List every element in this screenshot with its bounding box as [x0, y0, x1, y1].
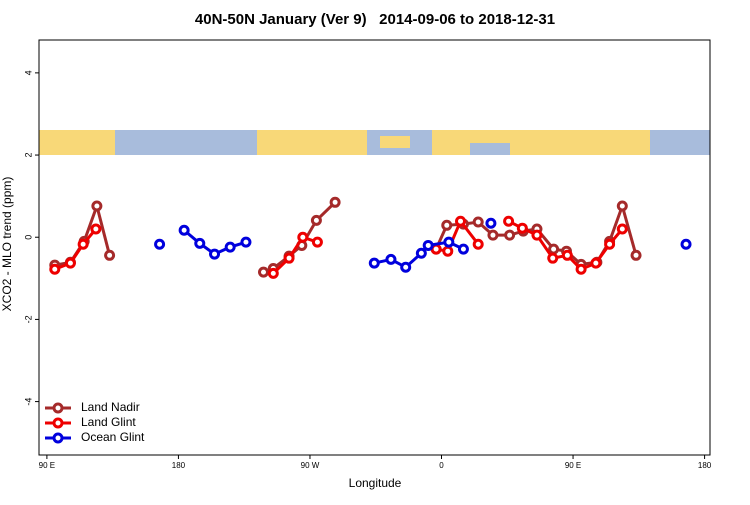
land	[257, 130, 367, 155]
point	[415, 247, 427, 259]
point	[443, 236, 455, 248]
point	[104, 249, 116, 261]
point	[442, 245, 454, 257]
point	[385, 253, 397, 265]
point	[616, 200, 628, 212]
x-axis-label: Longitude	[349, 476, 402, 490]
x-tick-label: 180	[698, 461, 712, 470]
land	[39, 130, 115, 155]
point	[329, 196, 341, 208]
point	[240, 236, 252, 248]
point	[487, 229, 499, 241]
y-tick-label: 0	[23, 235, 33, 240]
series-line	[54, 218, 624, 275]
x-tick-label: 90 E	[39, 461, 55, 470]
legend-marker	[52, 417, 64, 429]
point	[561, 249, 573, 261]
point	[310, 214, 322, 226]
point	[154, 238, 166, 250]
y-tick-label: 4	[23, 70, 33, 75]
land	[432, 130, 650, 155]
sea	[470, 143, 510, 155]
point	[91, 200, 103, 212]
point	[485, 217, 497, 229]
y-tick-label: -2	[23, 315, 33, 323]
point	[297, 231, 309, 243]
point	[503, 215, 515, 227]
point	[604, 238, 616, 250]
point	[209, 248, 221, 260]
point	[257, 266, 269, 278]
point	[311, 236, 323, 248]
x-tick-label: 90 E	[565, 461, 581, 470]
chart-title: 40N-50N January (Ver 9) 2014-09-06 to 20…	[195, 11, 555, 28]
point	[224, 241, 236, 253]
point	[90, 223, 102, 235]
plot-frame	[38, 39, 711, 456]
point	[178, 224, 190, 236]
y-tick-label: 2	[23, 153, 33, 158]
legend-label: Land Glint	[81, 415, 136, 429]
legend-label: Ocean Glint	[81, 430, 145, 444]
point	[516, 222, 528, 234]
point	[504, 229, 516, 241]
point	[531, 229, 543, 241]
point	[194, 237, 206, 249]
point	[283, 252, 295, 264]
y-tick-label: -4	[23, 398, 33, 406]
point	[441, 219, 453, 231]
point	[472, 238, 484, 250]
legend-marker	[52, 402, 64, 414]
x-tick-label: 180	[172, 461, 186, 470]
legend-marker	[52, 432, 64, 444]
point	[630, 249, 642, 261]
map-strip	[39, 130, 710, 155]
point	[49, 263, 61, 275]
x-tick-label: 90 W	[301, 461, 320, 470]
point	[547, 252, 559, 264]
point	[575, 263, 587, 275]
point	[548, 243, 560, 255]
y-axis-label: XCO2 - MLO trend (ppm)	[0, 177, 14, 312]
point	[455, 215, 467, 227]
x-tick-label: 0	[439, 461, 444, 470]
point	[422, 239, 434, 251]
legend-label: Land Nadir	[81, 400, 140, 414]
point	[590, 257, 602, 269]
point	[77, 238, 89, 250]
point	[368, 257, 380, 269]
point	[680, 238, 692, 250]
point	[472, 216, 484, 228]
point	[616, 223, 628, 235]
point	[64, 257, 76, 269]
point	[457, 243, 469, 255]
land	[380, 136, 410, 148]
point	[267, 267, 279, 279]
point	[400, 261, 412, 273]
